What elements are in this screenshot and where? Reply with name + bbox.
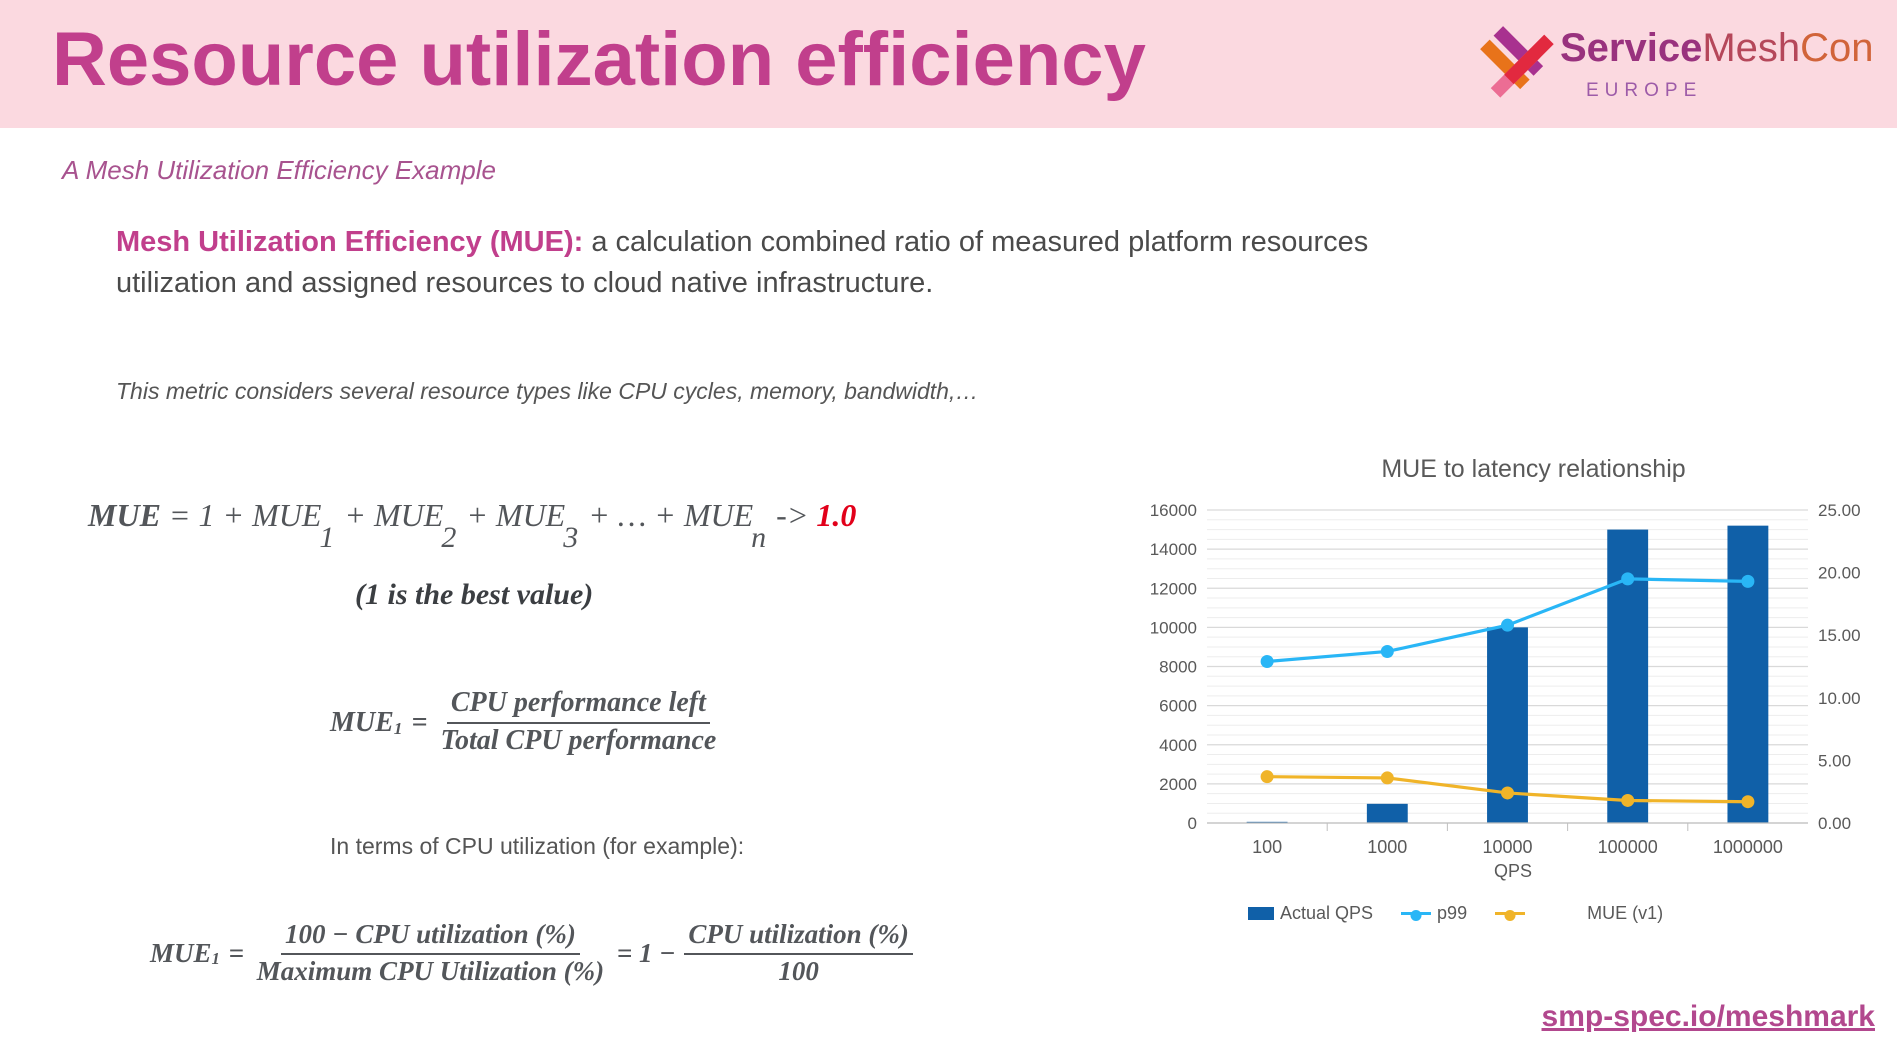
svg-text:15.00: 15.00 [1818,626,1861,645]
svg-text:8000: 8000 [1159,658,1197,677]
svg-text:1000: 1000 [1367,837,1407,857]
svg-text:25.00: 25.00 [1818,501,1861,520]
svg-text:100000: 100000 [1598,837,1658,857]
svg-text:100: 100 [1252,837,1282,857]
svg-text:16000: 16000 [1150,501,1197,520]
svg-text:10000: 10000 [1482,837,1532,857]
svg-text:10.00: 10.00 [1818,689,1861,708]
svg-text:1000000: 1000000 [1713,837,1783,857]
svg-text:5.00: 5.00 [1818,751,1851,770]
svg-text:10000: 10000 [1150,618,1197,637]
svg-text:14000: 14000 [1150,540,1197,559]
svg-text:0: 0 [1188,814,1197,833]
svg-text:12000: 12000 [1150,579,1197,598]
svg-text:20.00: 20.00 [1818,564,1861,583]
svg-text:QPS: QPS [1494,861,1532,881]
svg-text:2000: 2000 [1159,775,1197,794]
svg-text:6000: 6000 [1159,697,1197,716]
svg-text:4000: 4000 [1159,736,1197,755]
svg-text:0.00: 0.00 [1818,814,1851,833]
